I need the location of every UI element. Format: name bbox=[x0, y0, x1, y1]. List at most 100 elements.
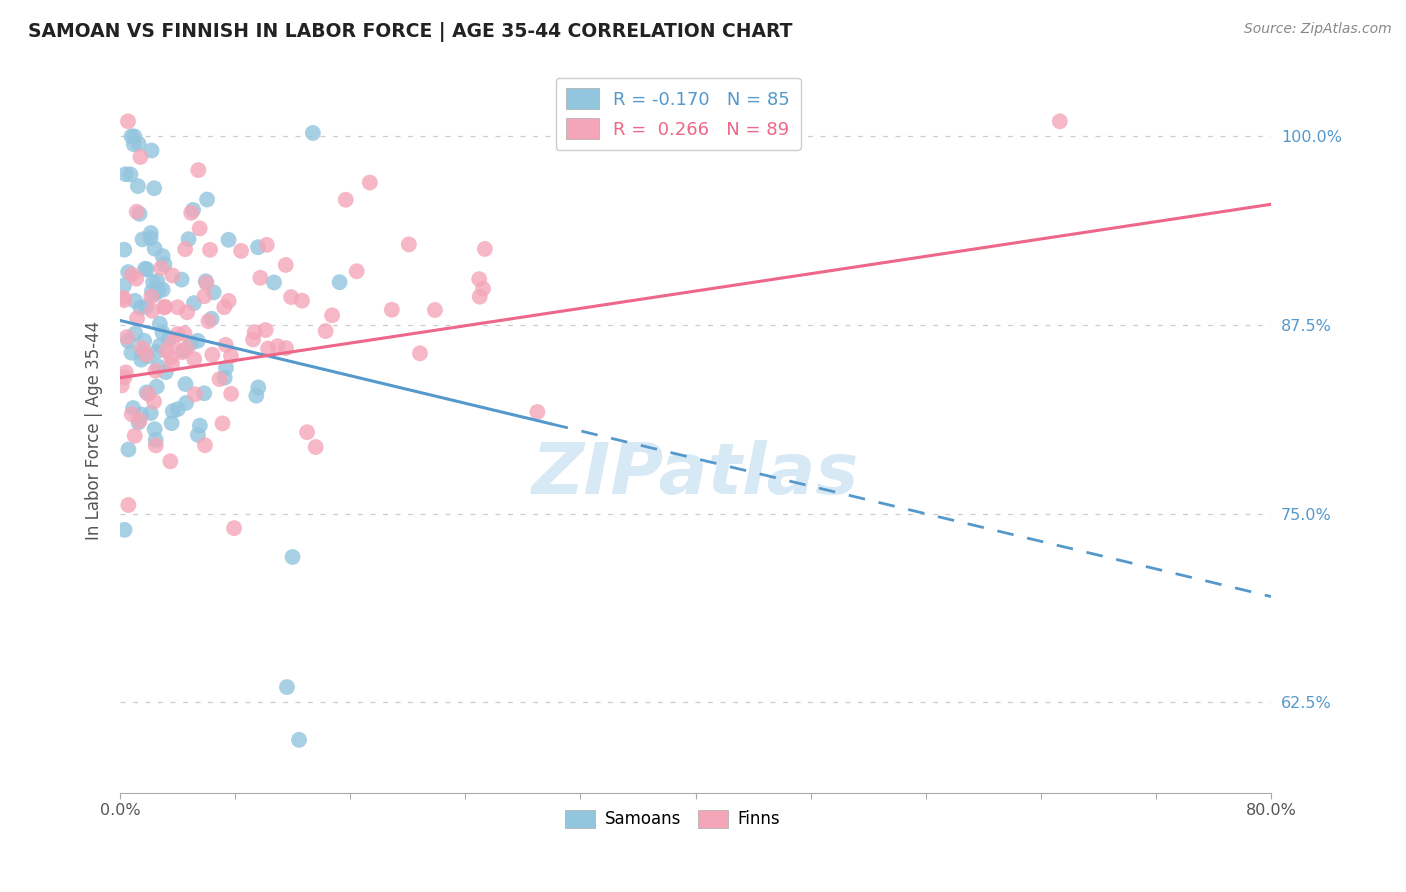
Point bbox=[208, 372, 231, 386]
Point bbox=[187, 334, 209, 348]
Point bbox=[125, 271, 148, 285]
Point bbox=[346, 264, 368, 278]
Point bbox=[305, 440, 328, 454]
Y-axis label: In Labor Force | Age 35-44: In Labor Force | Age 35-44 bbox=[86, 321, 103, 541]
Point bbox=[195, 276, 218, 290]
Point bbox=[281, 549, 304, 564]
Point bbox=[141, 284, 163, 298]
Point bbox=[117, 114, 139, 128]
Point bbox=[162, 268, 184, 283]
Point bbox=[291, 293, 314, 308]
Point bbox=[112, 243, 135, 257]
Point bbox=[193, 386, 215, 401]
Point bbox=[468, 272, 491, 286]
Point bbox=[114, 366, 136, 380]
Point bbox=[211, 417, 233, 431]
Point bbox=[129, 301, 152, 315]
Point bbox=[124, 326, 146, 341]
Point bbox=[124, 129, 146, 144]
Point bbox=[112, 278, 135, 293]
Point bbox=[257, 342, 280, 356]
Legend: Samoans, Finns: Samoans, Finns bbox=[558, 803, 787, 835]
Point bbox=[247, 240, 270, 254]
Point bbox=[141, 290, 163, 304]
Point bbox=[187, 428, 209, 442]
Point bbox=[219, 349, 242, 363]
Point bbox=[194, 438, 217, 452]
Point bbox=[222, 521, 245, 535]
Point bbox=[117, 334, 139, 348]
Point bbox=[280, 290, 302, 304]
Point bbox=[157, 332, 180, 346]
Point bbox=[181, 202, 204, 217]
Point bbox=[159, 454, 181, 468]
Point bbox=[128, 207, 150, 221]
Point bbox=[121, 268, 143, 282]
Point bbox=[176, 305, 198, 319]
Point bbox=[409, 346, 432, 360]
Point bbox=[155, 343, 177, 358]
Point bbox=[135, 300, 157, 314]
Point bbox=[117, 498, 139, 512]
Point bbox=[143, 422, 166, 436]
Point bbox=[174, 396, 197, 410]
Point bbox=[249, 270, 271, 285]
Point bbox=[180, 336, 202, 351]
Point bbox=[170, 272, 193, 286]
Point bbox=[219, 386, 242, 401]
Point bbox=[128, 136, 150, 151]
Point bbox=[149, 338, 172, 352]
Point bbox=[315, 324, 337, 338]
Point bbox=[117, 265, 139, 279]
Point bbox=[124, 293, 146, 308]
Point bbox=[160, 351, 183, 365]
Point bbox=[145, 364, 167, 378]
Point bbox=[136, 387, 159, 401]
Point bbox=[153, 300, 176, 314]
Point bbox=[295, 425, 318, 440]
Point bbox=[177, 232, 200, 246]
Point bbox=[148, 283, 170, 297]
Point bbox=[321, 308, 343, 322]
Point bbox=[637, 135, 659, 149]
Point bbox=[136, 349, 159, 363]
Point bbox=[274, 341, 297, 355]
Point bbox=[139, 226, 162, 240]
Point bbox=[128, 413, 150, 427]
Point bbox=[135, 262, 157, 277]
Point bbox=[127, 179, 149, 194]
Point bbox=[114, 370, 136, 384]
Point bbox=[184, 387, 207, 401]
Point bbox=[166, 326, 188, 341]
Point bbox=[302, 126, 325, 140]
Point bbox=[174, 242, 197, 256]
Point bbox=[117, 442, 139, 457]
Point bbox=[153, 301, 176, 315]
Point bbox=[135, 348, 157, 362]
Point bbox=[526, 405, 548, 419]
Point bbox=[329, 275, 352, 289]
Point bbox=[125, 204, 148, 219]
Point bbox=[115, 330, 138, 344]
Point bbox=[167, 402, 190, 417]
Text: SAMOAN VS FINNISH IN LABOR FORCE | AGE 35-44 CORRELATION CHART: SAMOAN VS FINNISH IN LABOR FORCE | AGE 3… bbox=[28, 22, 793, 42]
Point bbox=[128, 416, 150, 430]
Point bbox=[243, 325, 266, 339]
Point bbox=[381, 302, 404, 317]
Point bbox=[121, 407, 143, 421]
Point bbox=[187, 163, 209, 178]
Point bbox=[141, 144, 163, 158]
Point bbox=[145, 344, 167, 359]
Point bbox=[474, 242, 496, 256]
Point bbox=[193, 289, 215, 303]
Point bbox=[174, 377, 197, 392]
Point bbox=[152, 326, 174, 340]
Point bbox=[160, 416, 183, 430]
Point bbox=[122, 137, 145, 152]
Point bbox=[160, 335, 183, 350]
Point bbox=[172, 345, 194, 359]
Point bbox=[183, 352, 205, 367]
Point bbox=[266, 339, 288, 353]
Point bbox=[218, 293, 240, 308]
Point bbox=[143, 394, 166, 409]
